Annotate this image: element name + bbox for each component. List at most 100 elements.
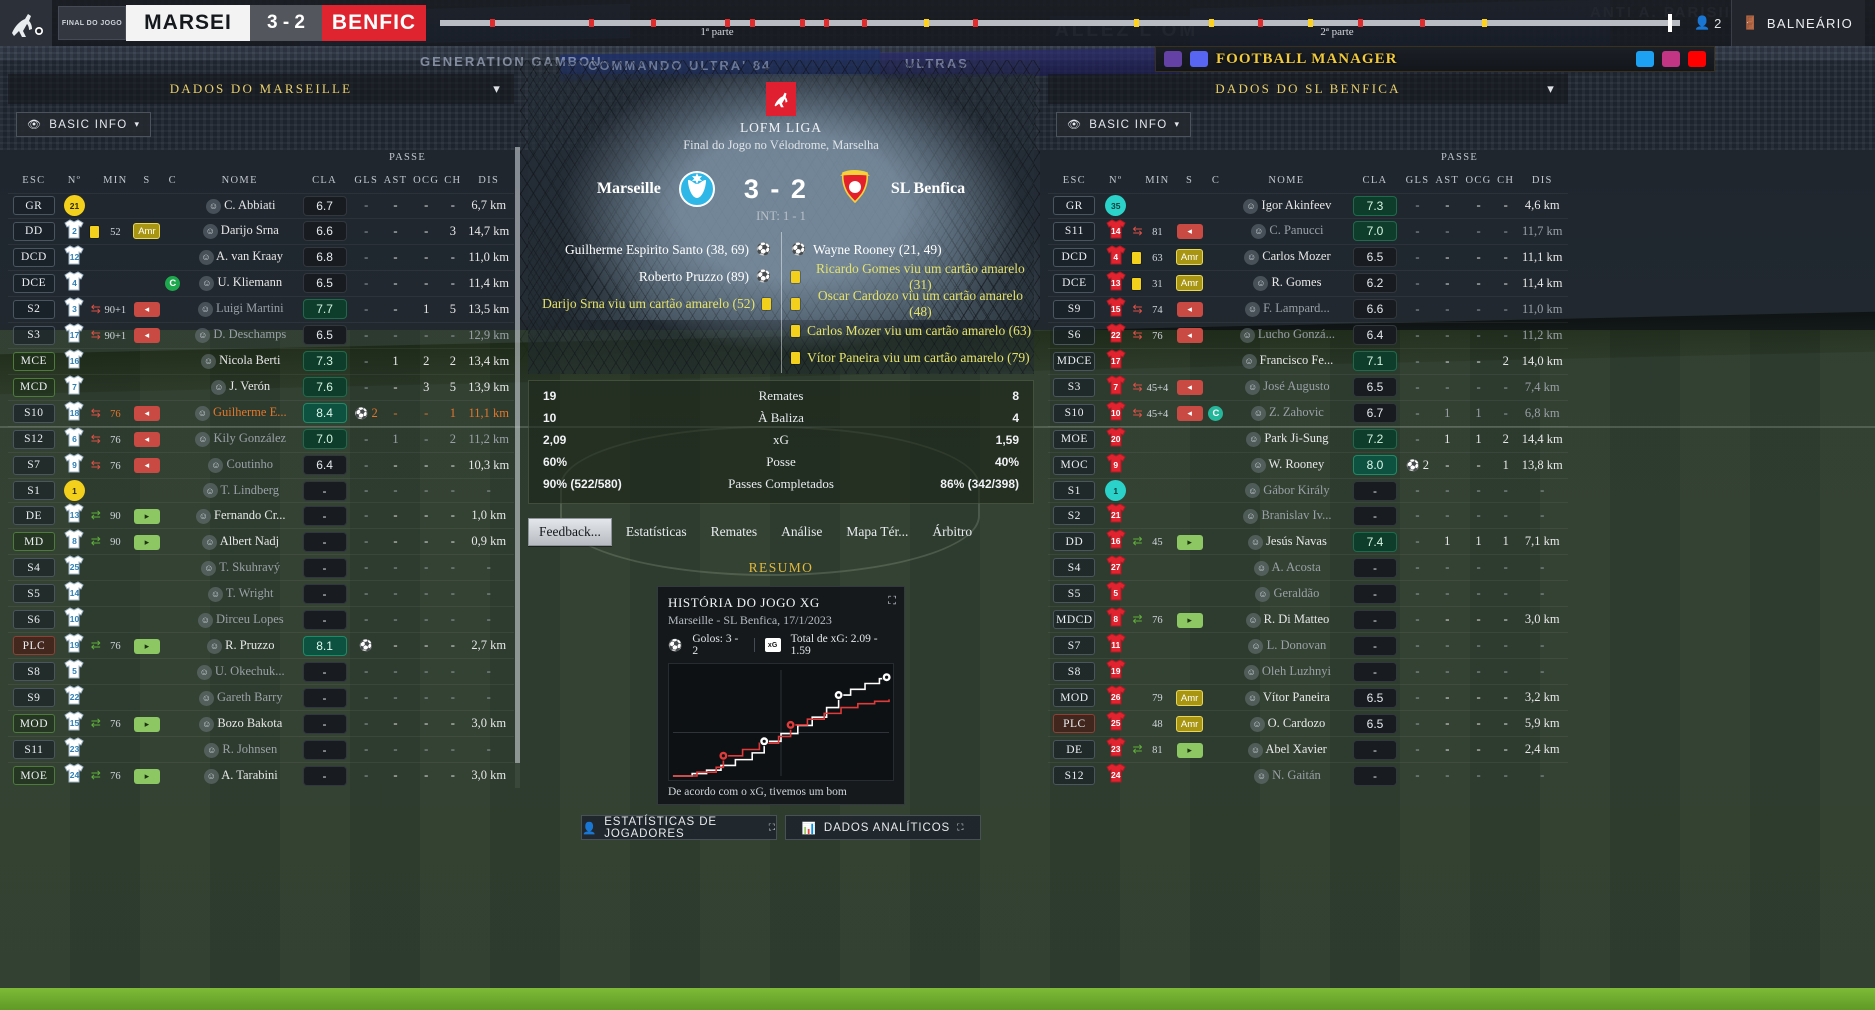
tab-remates[interactable]: Remates bbox=[710, 524, 758, 539]
right-basic-info-dropdown[interactable]: 👁 BASIC INFO ▾ bbox=[1056, 112, 1192, 137]
column-header[interactable]: OCG bbox=[413, 175, 440, 186]
cell-position[interactable]: S6 bbox=[1048, 321, 1101, 349]
column-header[interactable]: CLA bbox=[312, 175, 337, 186]
discord-icon[interactable] bbox=[1190, 51, 1208, 67]
cell-position[interactable]: MOE bbox=[8, 762, 60, 789]
column-header[interactable]: S bbox=[1186, 175, 1194, 186]
timeline-playhead[interactable] bbox=[1667, 14, 1672, 32]
cell-position[interactable]: S7 bbox=[8, 451, 60, 479]
column-header[interactable]: CLA bbox=[1362, 175, 1388, 186]
cell-name[interactable]: ☺ Francisco Fe... bbox=[1225, 347, 1348, 375]
cell-name[interactable]: ☺ Igor Akinfeev bbox=[1225, 193, 1348, 219]
home-squad-table[interactable]: PASSE ESC Nº MIN S C NOME CLA GLS AST OCG CH DIS GR 21… bbox=[8, 147, 514, 789]
tab-mapa-t-r[interactable]: Mapa Tér... bbox=[846, 524, 909, 539]
cell-name[interactable]: ☺ U. Okechuk... bbox=[182, 658, 298, 685]
cell-name[interactable]: ☺ Z. Zahovic bbox=[1225, 399, 1348, 427]
table-row[interactable]: S11 23 ☺ R. Johnsen - - - - - - bbox=[8, 736, 514, 763]
cell-position[interactable]: S8 bbox=[8, 658, 60, 685]
column-header[interactable]: MIN bbox=[103, 175, 128, 186]
table-row[interactable]: S5 14 ☺ T. Wright - - - - - - bbox=[8, 580, 514, 607]
timeline-event-marker[interactable] bbox=[1134, 19, 1140, 27]
table-row[interactable]: S3 7 ⇆ 45+4 ◂ ☺ José Augusto 6.5- - - -7,4 km bbox=[1048, 373, 1568, 401]
column-header[interactable] bbox=[1131, 170, 1142, 194]
timeline-event-marker[interactable] bbox=[923, 19, 929, 27]
cell-name[interactable]: ☺ Darijo Srna bbox=[182, 217, 298, 245]
cell-position[interactable]: DD bbox=[1048, 528, 1101, 555]
table-row[interactable]: MDCD 8 ⇄ 76 ▸ ☺ R. Di Matteo - - - - -3,0 km bbox=[1048, 606, 1568, 633]
cell-position[interactable]: S11 bbox=[1048, 217, 1101, 245]
timeline-event-marker[interactable] bbox=[1357, 19, 1363, 27]
table-row[interactable]: DCE 13 31 Amr ☺ R. Gomes 6.2- - - -11,4 km bbox=[1048, 269, 1568, 297]
cell-name[interactable]: ☺ T. Lindberg bbox=[182, 477, 298, 503]
cell-name[interactable]: ☺ Guilherme E... bbox=[182, 399, 298, 427]
cell-position[interactable]: MCD bbox=[8, 373, 60, 401]
table-row[interactable]: S7 11 ☺ L. Donovan - - - - - - bbox=[1048, 632, 1568, 659]
cell-name[interactable]: ☺ Gareth Barry bbox=[182, 684, 298, 711]
cell-name[interactable]: ☺ N. Gaitán bbox=[1225, 762, 1348, 789]
table-row[interactable]: DCD 12 ☺ A. van Kraay 6.8- - - -11,0 km bbox=[8, 243, 514, 271]
column-header[interactable]: AST bbox=[1435, 175, 1460, 186]
chevron-down-icon[interactable]: ▾ bbox=[493, 81, 502, 96]
table-row[interactable]: MOE 20 ☺ Park Ji-Sung 7.2-1 1 2 14,4 km bbox=[1048, 425, 1568, 453]
table-row[interactable]: S9 22 ☺ Gareth Barry - - - - - - bbox=[8, 684, 514, 711]
cell-name[interactable]: ☺ Kily González bbox=[182, 425, 298, 453]
cell-position[interactable]: DCD bbox=[1048, 243, 1101, 271]
twitch-icon[interactable] bbox=[1164, 51, 1182, 67]
button-dados-anal-ticos[interactable]: 📊 DADOS ANALÍTICOS ⛶ bbox=[785, 815, 981, 840]
cell-position[interactable]: S12 bbox=[8, 425, 60, 453]
table-row[interactable]: DD 16 ⇄ 45 ▸ ☺ Jesús Navas 7.4-1 1 1 7,1 km bbox=[1048, 528, 1568, 555]
table-row[interactable]: DE 13 ⇄ 90 ▸ ☺ Fernando Cr... - - - - -1,0 km bbox=[8, 502, 514, 529]
cell-position[interactable]: S5 bbox=[1048, 580, 1101, 607]
cell-name[interactable]: ☺ Abel Xavier bbox=[1225, 736, 1348, 763]
timeline-event-marker[interactable] bbox=[824, 19, 830, 27]
cell-name[interactable]: ☺ W. Rooney bbox=[1225, 451, 1348, 479]
cell-name[interactable]: ☺ R. Johnsen bbox=[182, 736, 298, 763]
cell-position[interactable]: MOC bbox=[1048, 451, 1101, 479]
cell-position[interactable]: MOD bbox=[1048, 684, 1101, 711]
table-row[interactable]: MDCE 17 ☺ Francisco Fe... 7.1- - -2 14,0 km bbox=[1048, 347, 1568, 375]
column-header[interactable]: GLS bbox=[354, 175, 379, 186]
cell-position[interactable]: S10 bbox=[1048, 399, 1101, 427]
cell-name[interactable]: ☺ A. van Kraay bbox=[182, 243, 298, 271]
table-row[interactable]: MD 8 ⇄ 90 ▸ ☺ Albert Nadj - - - - -0,9 km bbox=[8, 528, 514, 555]
cell-name[interactable]: ☺ L. Donovan bbox=[1225, 632, 1348, 659]
cell-position[interactable]: S12 bbox=[1048, 762, 1101, 789]
cell-name[interactable]: ☺ Albert Nadj bbox=[182, 528, 298, 555]
cell-name[interactable]: ☺ O. Cardozo bbox=[1225, 710, 1348, 737]
tab-rbitro[interactable]: Árbitro bbox=[932, 524, 973, 539]
timeline-event-marker[interactable] bbox=[861, 19, 867, 27]
table-row[interactable]: GR 35 ☺ Igor Akinfeev 7.3- - - -4,6 km bbox=[1048, 193, 1568, 219]
cell-name[interactable]: ☺ Carlos Mozer bbox=[1225, 243, 1348, 271]
table-row[interactable]: MCD 7 ☺ J. Verón 7.6- -3 5 13,9 km bbox=[8, 373, 514, 401]
tab-estat-sticas[interactable]: Estatísticas bbox=[625, 524, 687, 539]
cell-position[interactable]: S7 bbox=[1048, 632, 1101, 659]
column-header[interactable]: NOME bbox=[1268, 175, 1305, 186]
match-timeline[interactable]: 1ª parte 2ª parte bbox=[440, 8, 1680, 38]
table-row[interactable]: S6 22 ⇆ 76 ◂ ☺ Lucho Gonzá... 6.4- - - -11,2 km bbox=[1048, 321, 1568, 349]
bottom-action-buttons[interactable]: 👤 ESTATÍSTICAS DE JOGADORES ⛶ 📊 DADOS ANALÍT… bbox=[528, 815, 1034, 840]
cell-position[interactable]: S3 bbox=[1048, 373, 1101, 401]
table-row[interactable]: DCE 4 C ☺ U. Kliemann 6.5- - - -11,4 km bbox=[8, 269, 514, 297]
cell-position[interactable]: DE bbox=[8, 502, 60, 529]
timeline-event-marker[interactable] bbox=[799, 19, 805, 27]
timeline-event-marker[interactable] bbox=[973, 19, 979, 27]
cell-position[interactable]: MDCE bbox=[1048, 347, 1101, 375]
cell-position[interactable]: S6 bbox=[8, 606, 60, 633]
cell-position[interactable]: PLC bbox=[8, 632, 60, 659]
column-header[interactable]: NOME bbox=[221, 175, 258, 186]
column-header[interactable]: ESC bbox=[1062, 175, 1086, 186]
column-header[interactable]: GLS bbox=[1405, 175, 1430, 186]
column-header[interactable]: CH bbox=[1497, 175, 1515, 186]
cell-name[interactable]: ☺ D. Deschamps bbox=[182, 321, 298, 349]
table-row[interactable]: S7 9 ⇆ 76 ◂ ☺ Coutinho 6.4- - - -10,3 km bbox=[8, 451, 514, 479]
summary-tab-bar[interactable]: Feedback... Estatísticas Remates Análise Map… bbox=[528, 518, 1034, 546]
timeline-event-marker[interactable] bbox=[489, 19, 495, 27]
table-row[interactable]: PLC 19 ⇄ 76 ▸ ☺ R. Pruzzo 8.1 ⚽ - - -2,7 km bbox=[8, 632, 514, 659]
cell-name[interactable]: ☺ R. Gomes bbox=[1225, 269, 1348, 297]
table-row[interactable]: S10 18 ⇆ 76 ◂ ☺ Guilherme E... 8.4 ⚽ 2- -1 11,1 k… bbox=[8, 399, 514, 427]
cell-position[interactable]: MOE bbox=[1048, 425, 1101, 453]
cell-name[interactable]: ☺ Oleh Luzhnyi bbox=[1225, 658, 1348, 685]
table-row[interactable]: MOD 15 ⇄ 76 ▸ ☺ Bozo Bakota - - - - -3,0 km bbox=[8, 710, 514, 737]
cell-name[interactable]: ☺ Dirceu Lopes bbox=[182, 606, 298, 633]
timeline-event-marker[interactable] bbox=[650, 19, 656, 27]
